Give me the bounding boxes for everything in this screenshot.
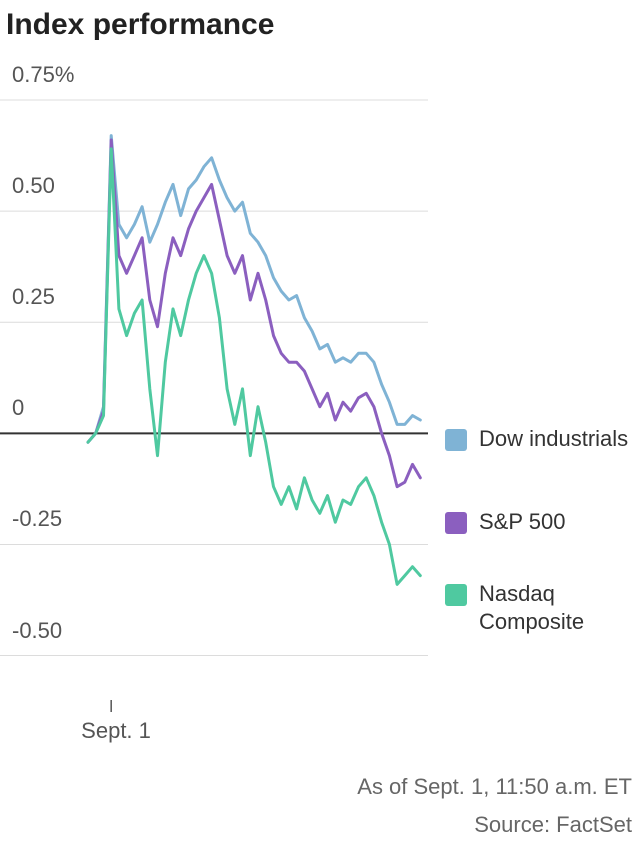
x-tick-label: Sept. 1	[81, 718, 151, 744]
y-tick-label: 0	[12, 395, 102, 421]
legend-swatch	[445, 512, 467, 534]
y-tick-label: -0.50	[12, 618, 102, 644]
footnote-asof: As of Sept. 1, 11:50 a.m. ET	[357, 774, 632, 800]
y-tick-label: 0.50	[12, 173, 102, 199]
legend-item: Nasdaq Composite	[445, 580, 639, 635]
legend-label: Dow industrials	[479, 425, 628, 453]
legend-item: Dow industrials	[445, 425, 628, 453]
legend-swatch	[445, 584, 467, 606]
legend-item: S&P 500	[445, 508, 565, 536]
legend-swatch	[445, 429, 467, 451]
chart-area: -0.50-0.2500.250.500.75%Sept. 1Dow indus…	[0, 60, 640, 740]
legend-label: S&P 500	[479, 508, 565, 536]
y-tick-label: 0.75%	[12, 62, 102, 88]
y-tick-label: -0.25	[12, 506, 102, 532]
legend-label: Nasdaq Composite	[479, 580, 639, 635]
chart-title: Index performance	[6, 8, 274, 42]
y-tick-label: 0.25	[12, 284, 102, 310]
footnote-source: Source: FactSet	[474, 812, 632, 838]
chart-container: Index performance -0.50 -0.25 0 0.25 0.50 0.7…	[0, 0, 640, 853]
